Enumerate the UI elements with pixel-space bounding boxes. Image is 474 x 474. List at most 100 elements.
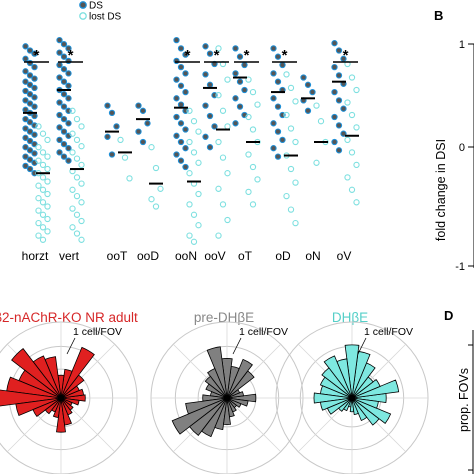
data-point-lost-ds	[73, 192, 81, 200]
data-point-ds	[60, 115, 68, 123]
data-point-ds	[56, 49, 63, 56]
y-tick-label-b-top: 1	[459, 39, 465, 51]
data-point-lost-ds	[215, 138, 222, 146]
polar-plot: 1 cell/FOV	[275, 321, 429, 474]
data-point-ds	[60, 128, 68, 135]
data-point-ds	[31, 63, 38, 71]
data-point-lost-ds	[69, 224, 76, 231]
polar-wedge	[204, 375, 228, 399]
data-point-ds	[139, 107, 147, 114]
data-point-lost-ds	[148, 144, 155, 151]
data-point-lost-ds	[78, 199, 85, 206]
data-point-ds	[270, 95, 277, 102]
data-point-lost-ds	[254, 176, 261, 183]
data-point-ds	[182, 51, 189, 58]
data-point-ds	[182, 126, 189, 133]
data-point-ds	[335, 122, 343, 129]
data-point-lost-ds	[186, 138, 193, 146]
data-point-lost-ds	[313, 102, 320, 109]
y-axis-label-b: fold change in DSI	[434, 139, 448, 241]
polar-wedge	[326, 397, 353, 415]
polar-wedge	[44, 397, 62, 415]
data-point-lost-ds	[283, 111, 290, 119]
data-point-ds	[206, 81, 214, 88]
data-point-ds	[22, 115, 29, 123]
category-label: horzt	[22, 249, 49, 263]
data-point-ds	[270, 145, 277, 152]
data-point-lost-ds	[44, 228, 51, 235]
polar-wedge	[338, 397, 353, 412]
data-point-ds	[182, 88, 189, 96]
data-point-ds	[26, 119, 34, 126]
polar-wedge	[343, 397, 353, 412]
data-point-ds	[173, 57, 180, 65]
data-point-lost-ds	[348, 186, 356, 193]
data-point-ds	[56, 74, 63, 81]
polar-wedge	[171, 397, 228, 435]
data-point-ds	[65, 120, 72, 127]
data-point-lost-ds	[78, 161, 85, 169]
polar-wedge	[344, 344, 360, 399]
data-point-lost-ds	[44, 203, 51, 210]
category-label: ooD	[137, 249, 159, 263]
y-tick-label-b-bottom: -1	[455, 261, 465, 273]
data-point-lost-ds	[195, 222, 202, 229]
data-point-lost-ds	[215, 185, 222, 192]
data-point-lost-ds	[348, 111, 356, 119]
data-point-lost-ds	[292, 98, 299, 105]
data-point-lost-ds	[186, 107, 193, 114]
data-point-lost-ds	[44, 165, 51, 173]
data-point-lost-ds	[39, 186, 47, 193]
data-point-lost-ds	[249, 88, 257, 96]
data-point-ds	[206, 50, 214, 57]
data-point-lost-ds	[78, 123, 85, 130]
significance-star: *	[68, 47, 74, 64]
data-point-ds	[26, 128, 34, 135]
data-point-ds	[274, 103, 282, 110]
data-point-ds	[232, 120, 239, 127]
polar-wedge	[56, 397, 66, 433]
data-point-ds	[56, 36, 63, 44]
data-point-lost-ds	[287, 125, 295, 132]
data-point-ds	[335, 47, 343, 54]
polar-wedge	[319, 376, 353, 399]
polar-title-3: DHβE	[332, 310, 368, 325]
data-point-ds	[173, 113, 180, 121]
polar-wedge	[223, 397, 231, 426]
data-point-ds	[270, 120, 277, 127]
data-point-ds	[65, 95, 72, 102]
data-point-lost-ds	[69, 205, 76, 212]
data-point-ds	[56, 99, 63, 106]
data-point-lost-ds	[215, 92, 222, 99]
data-point-ds	[108, 151, 116, 158]
data-point-ds	[26, 147, 34, 154]
data-point-lost-ds	[69, 149, 76, 156]
data-point-lost-ds	[348, 149, 356, 156]
data-point-lost-ds	[157, 185, 164, 192]
data-point-lost-ds	[39, 174, 47, 181]
data-point-ds	[22, 153, 29, 160]
data-point-lost-ds	[39, 130, 47, 137]
data-point-ds	[31, 75, 38, 82]
data-point-ds	[135, 128, 142, 135]
data-point-ds	[279, 136, 286, 144]
data-point-ds	[331, 138, 338, 146]
polar-grid-spoke	[226, 397, 282, 453]
polar-wedge	[207, 367, 228, 399]
data-point-lost-ds	[78, 180, 85, 187]
data-point-lost-ds	[292, 179, 299, 186]
polar-wedge	[60, 368, 73, 399]
data-point-lost-ds	[39, 199, 47, 206]
data-point-ds	[113, 123, 120, 130]
data-point-lost-ds	[195, 128, 202, 135]
data-point-lost-ds	[69, 186, 76, 193]
data-point-ds	[211, 123, 218, 130]
polar-wedge	[11, 348, 62, 399]
significance-star: *	[214, 47, 220, 64]
data-point-lost-ds	[69, 107, 76, 114]
data-point-lost-ds	[224, 76, 231, 83]
data-point-ds	[177, 82, 185, 89]
polar-title-1: β2-nAChR-KO NR adult	[0, 310, 138, 325]
panel-b: B 1 0 -1 fold change in DSI	[434, 8, 474, 273]
polar-wedge	[60, 346, 95, 399]
